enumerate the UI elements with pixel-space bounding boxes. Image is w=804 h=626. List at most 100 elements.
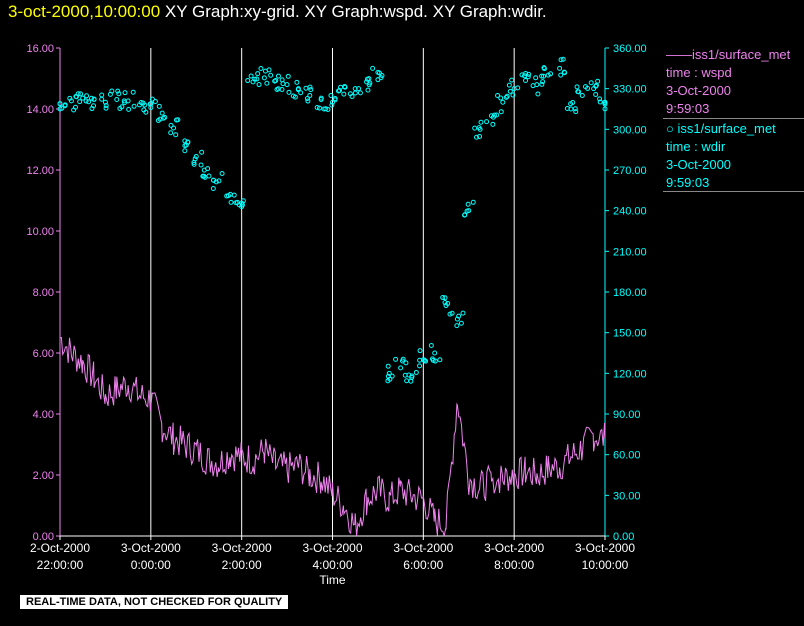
right-tick-label: 240.00 (613, 206, 647, 218)
right-tick-label: 0.00 (613, 531, 634, 543)
wdir-point (558, 57, 564, 63)
wdir-point (379, 72, 385, 78)
wdir-point (210, 186, 216, 192)
wdir-point (393, 356, 399, 362)
wdir-point (86, 99, 92, 105)
wdir-point (59, 105, 65, 111)
wdir-point (423, 358, 429, 364)
wdir-point (533, 75, 539, 81)
wdir-point (573, 109, 579, 115)
legend-source: iss1/surface_met (692, 47, 791, 62)
wdir-point (357, 90, 363, 96)
wdir-point (122, 100, 128, 106)
wdir-point (325, 106, 331, 112)
wdir-point (403, 360, 409, 366)
wdir-point (318, 95, 324, 101)
wdir-point (329, 102, 335, 108)
wdir-point (509, 77, 515, 83)
wdir-point (191, 161, 197, 167)
right-tick-label: 360.00 (613, 43, 647, 55)
wdir-point (506, 82, 512, 88)
x-tick-label-time: 2:00:00 (222, 558, 262, 572)
wdir-point (347, 91, 353, 97)
wdir-point (130, 89, 136, 95)
left-tick-label: 14.00 (26, 104, 54, 116)
right-tick-label: 330.00 (613, 84, 647, 96)
wdir-point (103, 102, 109, 108)
wdir-point (404, 378, 410, 384)
wdir-point (376, 70, 382, 76)
wdir-point (231, 192, 237, 198)
wdir-point (210, 177, 216, 183)
wdir-point (152, 98, 158, 104)
wdir-point (183, 142, 189, 148)
wdir-point (305, 98, 311, 104)
left-tick-label: 4.00 (33, 409, 54, 421)
wdir-point (239, 200, 245, 206)
wdir-point (597, 96, 603, 102)
wdir-point (540, 79, 546, 85)
right-tick-label: 90.00 (613, 409, 641, 421)
wdir-point (228, 199, 234, 205)
wdir-point (199, 149, 205, 155)
wdir-point (131, 103, 137, 109)
wspd-series-line (59, 336, 606, 537)
wdir-point (307, 92, 313, 98)
x-axis-label: Time (319, 573, 346, 587)
x-tick-label-date: 3-Oct-2000 (121, 541, 181, 555)
wdir-point (385, 373, 391, 379)
wdir-point (474, 134, 480, 140)
x-tick-label-date: 3-Oct-2000 (484, 541, 544, 555)
wdir-point (470, 199, 476, 205)
right-tick-label: 150.00 (613, 328, 647, 340)
wdir-point (525, 74, 531, 80)
wdir-point (103, 105, 109, 111)
wdir-point (437, 357, 443, 363)
x-tick-label-date: 3-Oct-2000 (302, 541, 362, 555)
left-tick-label: 0.00 (33, 531, 54, 543)
wdir-point (498, 109, 504, 115)
wdir-point (504, 93, 510, 99)
x-tick-label-time: 22:00:00 (37, 558, 84, 572)
wdir-point (248, 73, 254, 79)
wdir-point (477, 134, 483, 140)
wdir-point (261, 75, 267, 81)
wdir-point (422, 357, 428, 363)
wdir-point (385, 378, 391, 384)
wdir-point (352, 90, 358, 96)
right-tick-label: 120.00 (613, 368, 647, 380)
wdir-point (413, 369, 419, 375)
legend-divider (663, 118, 804, 119)
right-tick-label: 60.00 (613, 450, 641, 462)
wdir-point (400, 356, 406, 362)
wdir-point (84, 93, 90, 99)
wdir-point (526, 71, 532, 77)
wdir-point (500, 99, 506, 105)
left-tick-label: 16.00 (26, 43, 54, 55)
wdir-point (171, 125, 177, 131)
wdir-point (417, 348, 423, 354)
wdir-point (442, 295, 448, 301)
x-tick-label-time: 8:00:00 (494, 558, 534, 572)
x-tick-label-date: 3-Oct-2000 (575, 541, 635, 555)
wdir-point (458, 320, 464, 326)
wdir-point (498, 95, 504, 101)
legend-source: iss1/surface_met (677, 121, 776, 136)
wdir-point (406, 372, 412, 378)
x-tick-label-time: 10:00:00 (582, 558, 629, 572)
wdir-point (298, 90, 304, 96)
right-tick-label: 30.00 (613, 490, 641, 502)
wdir-point (593, 91, 599, 97)
wdir-point (182, 148, 188, 154)
wdir-point (254, 76, 260, 82)
wdir-point (72, 104, 78, 110)
quality-note: REAL-TIME DATA, NOT CHECKED FOR QUALITY (20, 595, 289, 609)
wdir-point (460, 310, 466, 316)
wdir-point (168, 130, 174, 136)
right-tick-label: 270.00 (613, 165, 647, 177)
wdir-point (507, 88, 513, 94)
wdir-point (365, 87, 371, 93)
wdir-point (156, 103, 162, 109)
wdir-point (115, 88, 121, 94)
x-tick-label-date: 3-Oct-2000 (393, 541, 453, 555)
